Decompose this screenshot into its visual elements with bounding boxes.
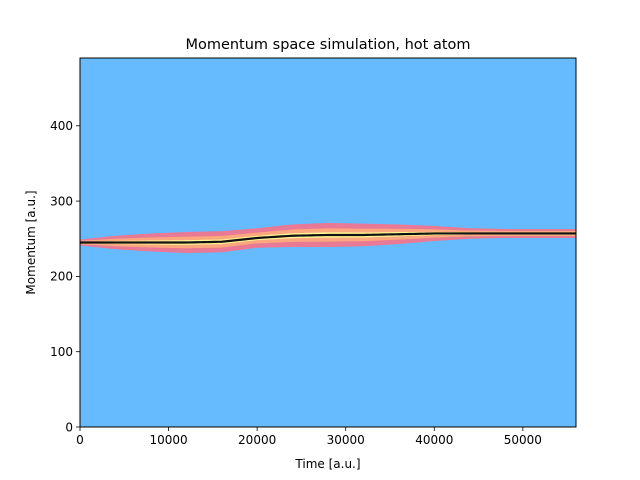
- y-tick-label: 200: [50, 270, 73, 284]
- y-axis: 0 100 200 300 400: [50, 119, 80, 434]
- y-tick-label: 400: [50, 119, 73, 133]
- x-axis: 0 10000 20000 30000 40000 50000: [76, 427, 542, 447]
- chart-title: Momentum space simulation, hot atom: [185, 37, 470, 53]
- y-tick-label: 300: [50, 194, 73, 208]
- x-tick-label: 40000: [415, 433, 453, 447]
- x-tick-label: 20000: [238, 433, 276, 447]
- center-trace: [80, 232, 576, 244]
- x-tick-label: 0: [76, 433, 84, 447]
- y-tick-label: 100: [50, 345, 73, 359]
- plot-frame: [79, 57, 577, 428]
- x-tick-label: 50000: [504, 433, 542, 447]
- heatmap-band: [80, 222, 576, 254]
- y-axis-label: Momentum [a.u.]: [24, 190, 38, 294]
- y-tick-label: 0: [65, 420, 73, 434]
- x-tick-label: 10000: [149, 433, 187, 447]
- x-tick-label: 30000: [327, 433, 365, 447]
- x-axis-label: Time [a.u.]: [294, 457, 360, 471]
